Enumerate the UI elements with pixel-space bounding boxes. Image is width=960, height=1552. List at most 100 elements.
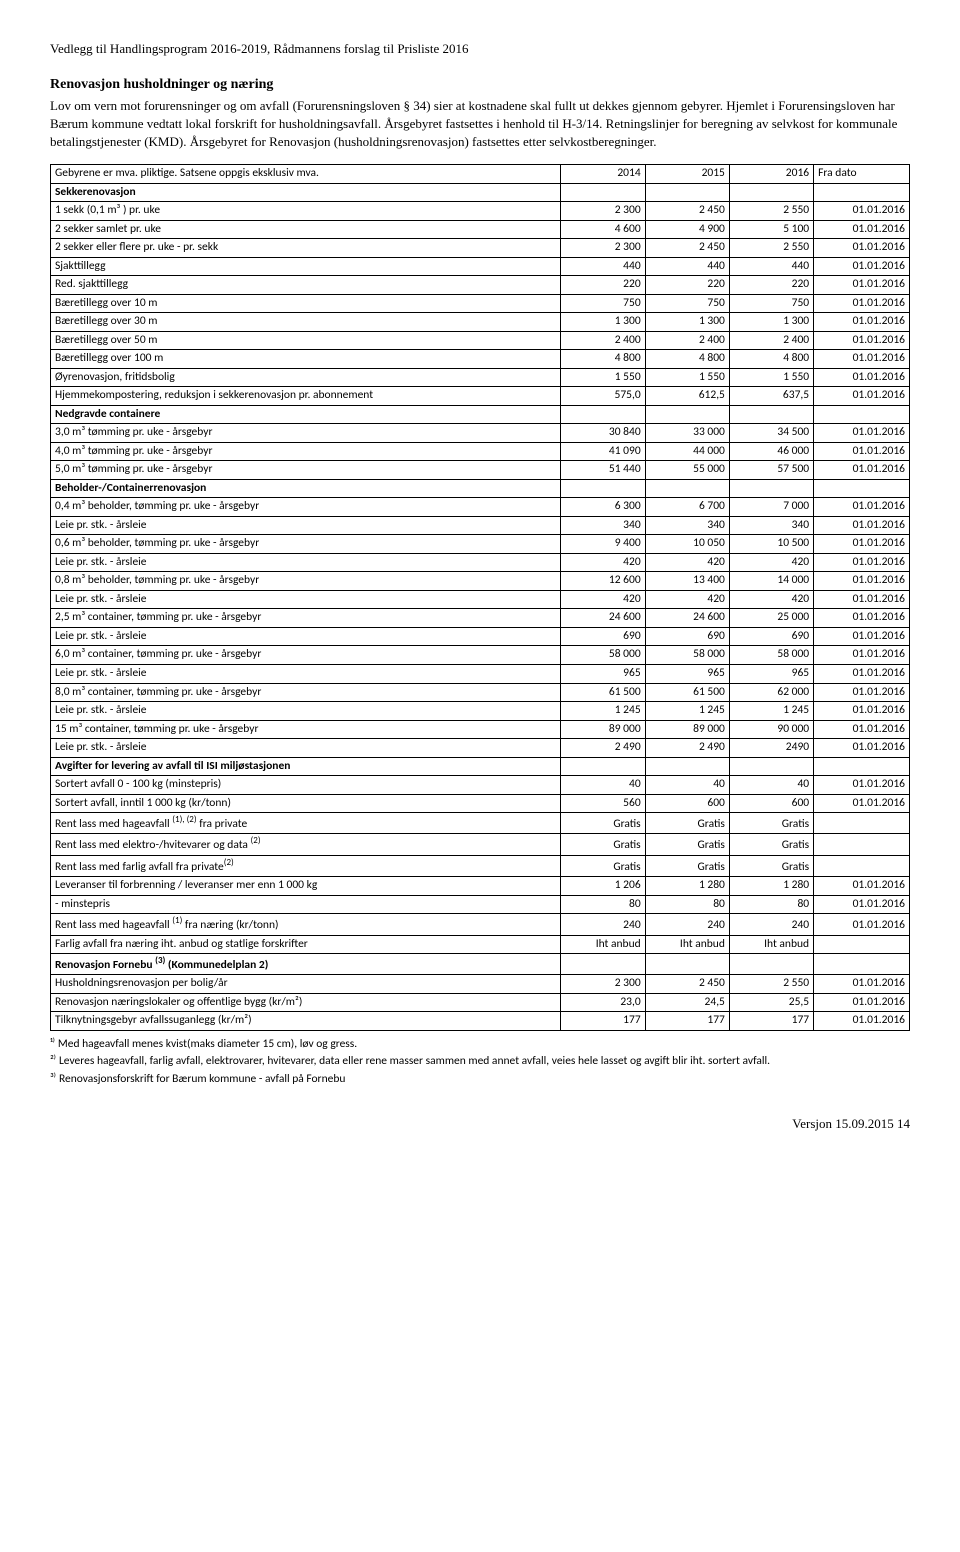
row-value: Gratis bbox=[561, 834, 645, 855]
row-value: 1 206 bbox=[561, 877, 645, 896]
row-label: Sjakttillegg bbox=[51, 257, 561, 276]
row-value: 2 550 bbox=[729, 239, 813, 258]
table-row: Bæretillegg over 30 m1 3001 3001 30001.0… bbox=[51, 313, 910, 332]
row-value: 1 280 bbox=[729, 877, 813, 896]
row-date: 01.01.2016 bbox=[814, 220, 910, 239]
row-label: 6,0 m³ container, tømming pr. uke - årsg… bbox=[51, 646, 561, 665]
row-value: 80 bbox=[729, 895, 813, 914]
row-value: 23,0 bbox=[561, 993, 645, 1012]
row-date: 01.01.2016 bbox=[814, 683, 910, 702]
row-date: 01.01.2016 bbox=[814, 702, 910, 721]
row-value: 612,5 bbox=[645, 387, 729, 406]
table-row: 0,4 m³ beholder, tømming pr. uke - årsge… bbox=[51, 498, 910, 517]
row-date: 01.01.2016 bbox=[814, 387, 910, 406]
row-value: Gratis bbox=[561, 855, 645, 876]
intro-paragraph: Lov om vern mot forurensninger og om avf… bbox=[50, 97, 910, 150]
row-label: 8,0 m³ container, tømming pr. uke - årsg… bbox=[51, 683, 561, 702]
section-title: Renovasjon husholdninger og næring bbox=[50, 76, 910, 95]
row-label: Bæretillegg over 50 m bbox=[51, 331, 561, 350]
row-value: 6 700 bbox=[645, 498, 729, 517]
header-2014: 2014 bbox=[561, 165, 645, 184]
row-label: Sekkerenovasjon bbox=[51, 183, 561, 202]
row-date bbox=[814, 954, 910, 975]
row-value: 89 000 bbox=[561, 720, 645, 739]
row-value: 1 280 bbox=[645, 877, 729, 896]
row-value: Iht anbud bbox=[561, 935, 645, 954]
row-value: 1 550 bbox=[729, 368, 813, 387]
table-row: Rent lass med hageavfall (1), (2) fra pr… bbox=[51, 813, 910, 834]
table-row: Bæretillegg over 10 m75075075001.01.2016 bbox=[51, 294, 910, 313]
row-label: Farlig avfall fra næring iht. anbud og s… bbox=[51, 935, 561, 954]
row-value: 240 bbox=[729, 914, 813, 935]
row-date bbox=[814, 813, 910, 834]
footnote-2: ²⁾ Leveres hageavfall, farlig avfall, el… bbox=[50, 1054, 910, 1070]
table-row: Sjakttillegg44044044001.01.2016 bbox=[51, 257, 910, 276]
table-row: 0,8 m³ beholder, tømming pr. uke - årsge… bbox=[51, 572, 910, 591]
row-label: Sortert avfall 0 - 100 kg (minstepris) bbox=[51, 776, 561, 795]
row-value: 340 bbox=[645, 516, 729, 535]
row-value: 2 450 bbox=[645, 975, 729, 994]
row-value: 240 bbox=[645, 914, 729, 935]
row-label: Rent lass med elektro-/hvitevarer og dat… bbox=[51, 834, 561, 855]
row-value: 1 245 bbox=[561, 702, 645, 721]
row-value: 177 bbox=[729, 1012, 813, 1031]
row-value: 440 bbox=[561, 257, 645, 276]
row-date: 01.01.2016 bbox=[814, 442, 910, 461]
row-label: Nedgravde containere bbox=[51, 405, 561, 424]
row-value: 10 050 bbox=[645, 535, 729, 554]
row-value: 1 245 bbox=[729, 702, 813, 721]
row-date: 01.01.2016 bbox=[814, 368, 910, 387]
row-value: Gratis bbox=[645, 834, 729, 855]
row-value bbox=[729, 757, 813, 776]
row-label: Leie pr. stk. - årsleie bbox=[51, 553, 561, 572]
row-value: 220 bbox=[561, 276, 645, 295]
row-value: 177 bbox=[645, 1012, 729, 1031]
row-value: 4 800 bbox=[645, 350, 729, 369]
row-date: 01.01.2016 bbox=[814, 276, 910, 295]
row-label: Red. sjakttillegg bbox=[51, 276, 561, 295]
row-value: 80 bbox=[561, 895, 645, 914]
row-value: 2490 bbox=[729, 739, 813, 758]
row-value: Gratis bbox=[729, 855, 813, 876]
row-value: 6 300 bbox=[561, 498, 645, 517]
row-label: 2 sekker eller flere pr. uke - pr. sekk bbox=[51, 239, 561, 258]
row-label: 1 sekk (0,1 m³ ) pr. uke bbox=[51, 202, 561, 221]
row-label: Bæretillegg over 30 m bbox=[51, 313, 561, 332]
row-label: Leie pr. stk. - årsleie bbox=[51, 665, 561, 684]
row-value bbox=[561, 757, 645, 776]
row-date: 01.01.2016 bbox=[814, 776, 910, 795]
table-row: 8,0 m³ container, tømming pr. uke - årsg… bbox=[51, 683, 910, 702]
row-value: 420 bbox=[729, 590, 813, 609]
header-2016: 2016 bbox=[729, 165, 813, 184]
row-value: 61 500 bbox=[645, 683, 729, 702]
row-value: 25,5 bbox=[729, 993, 813, 1012]
row-date: 01.01.2016 bbox=[814, 331, 910, 350]
table-row: Rent lass med farlig avfall fra private(… bbox=[51, 855, 910, 876]
row-date: 01.01.2016 bbox=[814, 895, 910, 914]
row-value: 2 400 bbox=[645, 331, 729, 350]
table-row: 2 sekker samlet pr. uke4 6004 9005 10001… bbox=[51, 220, 910, 239]
table-row: 0,6 m³ beholder, tømming pr. uke - årsge… bbox=[51, 535, 910, 554]
row-value: 420 bbox=[645, 590, 729, 609]
row-label: Øyrenovasjon, fritidsbolig bbox=[51, 368, 561, 387]
row-date bbox=[814, 834, 910, 855]
row-value bbox=[645, 757, 729, 776]
row-date: 01.01.2016 bbox=[814, 665, 910, 684]
row-label: Hjemmekompostering, reduksjon i sekkeren… bbox=[51, 387, 561, 406]
row-value: 420 bbox=[729, 553, 813, 572]
table-row: Sortert avfall 0 - 100 kg (minstepris)40… bbox=[51, 776, 910, 795]
table-row: Leie pr. stk. - årsleie2 4902 490249001.… bbox=[51, 739, 910, 758]
row-value: 965 bbox=[561, 665, 645, 684]
row-date bbox=[814, 183, 910, 202]
row-date bbox=[814, 855, 910, 876]
row-date: 01.01.2016 bbox=[814, 720, 910, 739]
row-value: 4 800 bbox=[729, 350, 813, 369]
row-label: Tilknytningsgebyr avfallssuganlegg (kr/m… bbox=[51, 1012, 561, 1031]
row-value: 750 bbox=[645, 294, 729, 313]
row-date: 01.01.2016 bbox=[814, 914, 910, 935]
table-row: Øyrenovasjon, fritidsbolig1 5501 5501 55… bbox=[51, 368, 910, 387]
row-value: Gratis bbox=[645, 813, 729, 834]
row-date: 01.01.2016 bbox=[814, 993, 910, 1012]
row-value: 690 bbox=[645, 627, 729, 646]
row-value: 46 000 bbox=[729, 442, 813, 461]
